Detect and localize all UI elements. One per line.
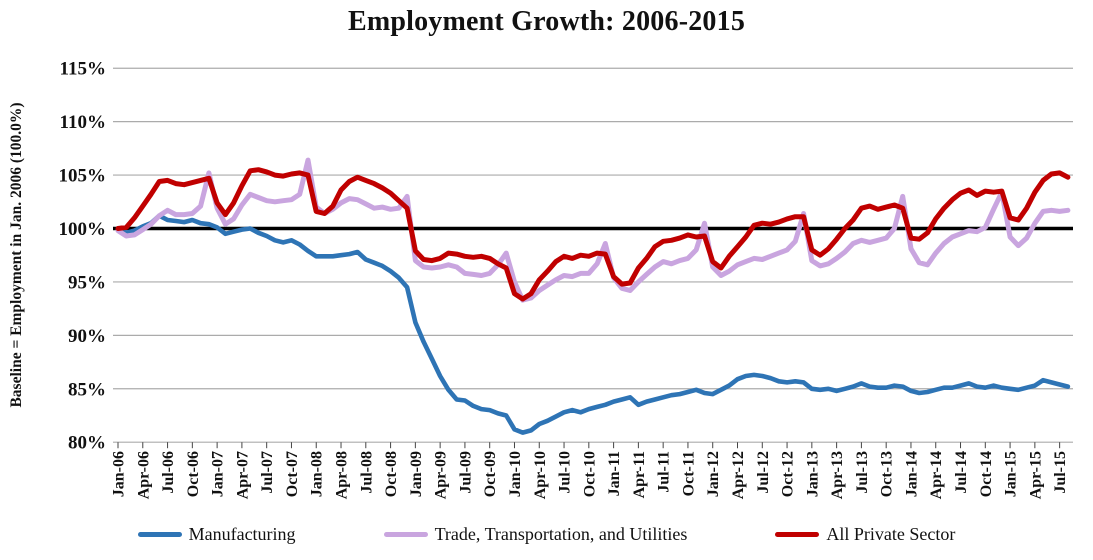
svg-text:Jan-12: Jan-12 [705, 451, 722, 497]
svg-text:Apr-13: Apr-13 [829, 451, 846, 499]
svg-text:Jul-09: Jul-09 [457, 451, 474, 494]
svg-text:Oct-07: Oct-07 [284, 451, 301, 497]
legend-label-all-private-sector: All Private Sector [826, 524, 956, 544]
svg-text:105%: 105% [59, 166, 107, 187]
svg-text:Jul-14: Jul-14 [953, 451, 970, 494]
svg-text:Apr-12: Apr-12 [730, 451, 747, 499]
svg-text:Oct-13: Oct-13 [879, 451, 896, 497]
legend-label-manufacturing: Manufacturing [188, 524, 296, 544]
svg-text:Oct-11: Oct-11 [680, 451, 697, 496]
svg-text:110%: 110% [60, 112, 106, 133]
svg-text:Apr-08: Apr-08 [334, 451, 351, 499]
svg-text:Oct-14: Oct-14 [978, 451, 995, 497]
svg-text:100%: 100% [59, 219, 107, 240]
svg-text:Jul-15: Jul-15 [1052, 451, 1069, 494]
data-series [115, 157, 1071, 435]
svg-text:Jul-12: Jul-12 [755, 451, 772, 494]
legend-item-trade-transportation-utilities: Trade, Transportation, and Utilities [383, 524, 688, 545]
svg-text:Jan-10: Jan-10 [507, 451, 524, 497]
svg-text:Jul-11: Jul-11 [656, 451, 673, 493]
svg-text:Jul-10: Jul-10 [557, 451, 574, 494]
svg-text:Jan-06: Jan-06 [111, 451, 128, 497]
svg-text:Jul-06: Jul-06 [160, 451, 177, 494]
chart-title: Employment Growth: 2006-2015 [347, 6, 746, 37]
svg-text:Apr-09: Apr-09 [433, 451, 450, 499]
legend-swatch-manufacturing [137, 531, 182, 538]
svg-text:Jan-08: Jan-08 [309, 451, 326, 497]
svg-text:115%: 115% [60, 59, 106, 80]
y-axis-labels: 115% 110% 105% 100% 95% 90% 85% 80% [59, 59, 107, 454]
svg-text:Jan-09: Jan-09 [408, 451, 425, 497]
svg-text:Jul-08: Jul-08 [358, 451, 375, 494]
legend-item-all-private-sector: All Private Sector [775, 524, 955, 545]
svg-text:Apr-06: Apr-06 [135, 451, 152, 499]
svg-text:Jul-13: Jul-13 [854, 451, 871, 494]
legend-swatch-all-private-sector [775, 531, 820, 538]
legend-label-trade-transportation-utilities: Trade, Transportation, and Utilities [434, 524, 688, 544]
legend: Manufacturing Trade, Transportation, and… [0, 524, 1093, 545]
svg-text:Jan-13: Jan-13 [804, 451, 821, 497]
svg-text:Oct-06: Oct-06 [185, 451, 202, 497]
svg-text:Oct-12: Oct-12 [780, 451, 797, 497]
svg-text:90%: 90% [68, 326, 106, 347]
legend-swatch-trade-transportation-utilities [383, 531, 428, 538]
svg-text:Jan-11: Jan-11 [606, 451, 623, 496]
svg-text:Apr-07: Apr-07 [234, 451, 251, 499]
y-axis-title: Baseline = Employment in Jan. 2006 (100.… [8, 102, 25, 407]
svg-text:Oct-09: Oct-09 [482, 451, 499, 497]
svg-text:Apr-14: Apr-14 [928, 451, 945, 499]
svg-text:Jan-14: Jan-14 [903, 451, 920, 497]
legend-item-manufacturing: Manufacturing [137, 524, 296, 545]
svg-text:Jul-07: Jul-07 [259, 451, 276, 494]
svg-text:Oct-10: Oct-10 [581, 451, 598, 497]
x-axis-labels: Jan-06 Apr-06 Jul-06 Oct-06 Jan-07 Apr-07 Jul-… [111, 442, 1069, 499]
svg-text:Apr-15: Apr-15 [1027, 451, 1044, 499]
svg-text:Apr-10: Apr-10 [532, 451, 549, 499]
svg-text:Jan-07: Jan-07 [210, 451, 227, 497]
svg-text:80%: 80% [68, 433, 106, 454]
svg-text:85%: 85% [68, 379, 106, 400]
svg-text:Apr-11: Apr-11 [631, 451, 648, 498]
svg-text:Oct-08: Oct-08 [383, 451, 400, 497]
svg-text:Jan-15: Jan-15 [1003, 451, 1020, 497]
svg-text:95%: 95% [68, 272, 106, 293]
